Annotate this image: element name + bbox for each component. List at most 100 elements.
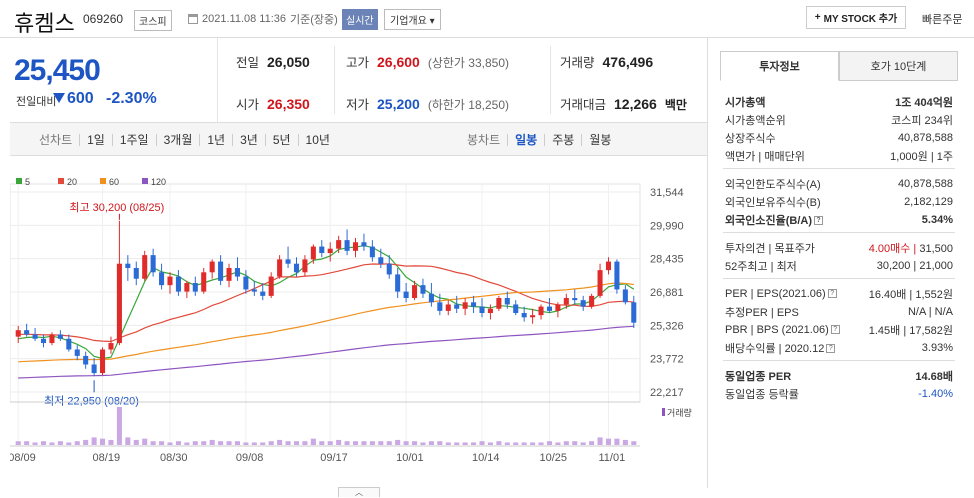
candle-body	[471, 302, 477, 307]
candle-chart-label: 봉차트	[467, 133, 501, 147]
period-tab-6[interactable]: 10년	[297, 134, 337, 146]
volume-bar	[57, 441, 63, 445]
ma-line-120	[18, 325, 634, 379]
datetime: 2021.11.08 11:36	[202, 13, 287, 25]
volume-bar	[142, 438, 148, 445]
info-key: 외국인소진율(B/A)?	[725, 212, 823, 228]
volume-legend-swatch	[662, 408, 665, 416]
info-key: 배당수익률 | 2020.12?	[725, 340, 836, 356]
info-key: 시가총액	[725, 96, 766, 109]
candle-body	[218, 261, 224, 281]
candle-body	[175, 276, 181, 292]
info-row: 배당수익률 | 2020.12? 3.93%	[725, 339, 953, 356]
x-tick-label: 11/01	[598, 452, 625, 464]
info-row: 투자의견 | 목표주가 4.00매수 | 31,500	[725, 239, 953, 256]
volume-bar	[445, 442, 451, 445]
volume-bar	[260, 442, 266, 445]
y-tick-label: 28,435	[650, 254, 684, 266]
legend-label: 120	[151, 177, 166, 187]
info-key: 동일업종 PER	[725, 370, 792, 383]
info-row: 액면가 | 매매단위 1,000원 | 1주	[725, 147, 953, 164]
info-key: 52주최고 | 최저	[725, 260, 797, 273]
divider	[723, 278, 955, 279]
volume-bar	[614, 438, 620, 445]
volume-bar	[15, 441, 21, 445]
period-tab-4[interactable]: 3년	[232, 134, 265, 146]
volume-bar	[420, 442, 426, 445]
company-overview-dropdown[interactable]: 기업개요 ▾	[384, 9, 441, 30]
candle-body	[293, 263, 300, 273]
tab-invest-info[interactable]: 투자정보	[720, 51, 839, 81]
candle-tab-2[interactable]: 월봉	[581, 134, 618, 146]
volume-bar	[555, 442, 561, 445]
info-row: 동일업종 등락률 -1.40%	[725, 385, 953, 402]
candle-body	[412, 285, 418, 299]
volume: 거래량 476,496	[560, 52, 653, 71]
volume-label: 거래량	[560, 56, 595, 70]
period-tab-1[interactable]: 1주일	[111, 134, 156, 146]
x-tick-label: 10/25	[539, 452, 567, 464]
period-tab-2[interactable]: 3개월	[155, 134, 200, 146]
period-tab-5[interactable]: 5년	[264, 134, 298, 146]
info-row: 시가총액 1조 404억원	[725, 93, 953, 110]
candle-body	[395, 274, 401, 292]
candle-body	[530, 315, 536, 318]
volume-bar	[327, 441, 333, 445]
info-key: 추정PER | EPS	[725, 306, 799, 319]
high-value: 26,600	[377, 54, 420, 70]
volume-bar	[538, 442, 544, 445]
volume-bar	[572, 441, 578, 445]
volume-legend-label: 거래량	[667, 407, 692, 418]
help-icon[interactable]: ?	[814, 216, 823, 226]
info-key: PER | EPS(2021.06)?	[725, 288, 837, 300]
volume-bar	[150, 441, 156, 445]
help-icon[interactable]: ?	[830, 325, 840, 335]
candle-body	[277, 259, 283, 277]
quick-order-link[interactable]: 빠른주문	[922, 14, 963, 26]
info-value: 1.45배 | 17,582원	[868, 324, 953, 337]
quote-grid: 전일 26,050 고가 26,600 (상한가 33,850) 거래량 476,496…	[218, 38, 707, 122]
help-icon[interactable]: ?	[827, 289, 837, 299]
volume-bar	[580, 442, 586, 445]
info-value: 5.34%	[921, 213, 953, 226]
info-value: 3.93%	[921, 341, 953, 354]
volume-bar	[218, 441, 224, 445]
prev-close-value: 26,050	[267, 54, 310, 70]
stock-chart[interactable]: 31,544 29,990 28,435 26,881 25,326 23,772 22,2…	[10, 156, 707, 486]
period-tab-3[interactable]: 1년	[199, 134, 232, 146]
info-key: 동일업종 등락률	[725, 388, 799, 401]
tab-orderbook[interactable]: 호가 10단계	[839, 51, 958, 81]
candle-body	[631, 302, 637, 323]
y-tick-label: 26,881	[650, 287, 684, 299]
help-icon[interactable]: ?	[826, 344, 836, 354]
candle-body	[572, 298, 578, 301]
legend-label: 20	[67, 177, 77, 187]
candle-body	[597, 270, 603, 296]
realtime-button[interactable]: 실시간	[342, 9, 378, 30]
candle-body	[420, 285, 426, 294]
candle-tab-0[interactable]: 일봉	[507, 134, 544, 146]
volume-bar	[521, 442, 527, 445]
collapse-button[interactable]: ︿	[338, 487, 380, 497]
candle-body	[116, 263, 122, 344]
info-row: 상장주식수 40,878,588	[725, 129, 953, 146]
candle-body	[32, 334, 38, 339]
market-badge: 코스피	[134, 10, 172, 31]
candle-body	[66, 338, 72, 350]
trade-amount: 거래대금 12,266 백만	[560, 94, 687, 113]
candle-body	[605, 261, 612, 271]
plot-area	[10, 183, 641, 403]
volume-bar	[192, 441, 198, 445]
max-annotation: 최고 30,200 (08/25)	[69, 201, 164, 214]
volume-bar	[159, 441, 165, 445]
info-value: 코스피 234위	[891, 114, 953, 127]
volume-bar	[32, 442, 38, 445]
add-mystock-button[interactable]: + MY STOCK 추가	[806, 6, 906, 29]
period-tab-0[interactable]: 1일	[79, 134, 112, 146]
volume-bar	[631, 441, 637, 445]
candle-tab-1[interactable]: 주봉	[544, 134, 581, 146]
volume-bar	[352, 441, 359, 445]
candle-body	[15, 330, 21, 337]
volume-bar	[546, 441, 552, 445]
volume-bar	[361, 441, 367, 445]
